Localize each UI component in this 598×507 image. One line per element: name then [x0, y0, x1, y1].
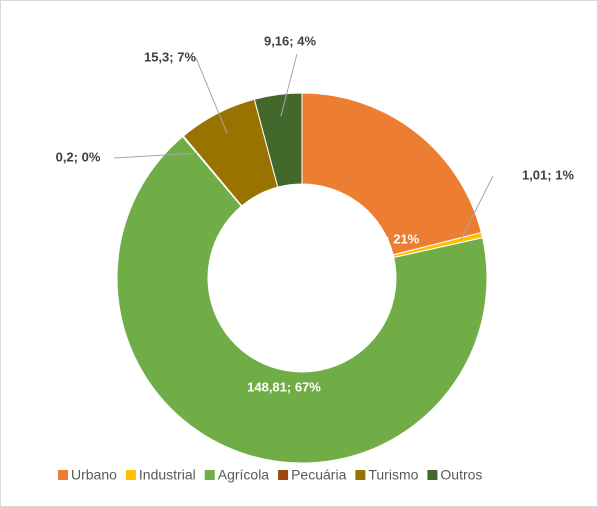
leader-line — [460, 175, 494, 241]
data-label: 46,52; 21% — [353, 231, 420, 246]
legend-swatch — [355, 470, 366, 480]
legend-swatch — [125, 470, 136, 480]
leader-line — [113, 152, 198, 159]
legend-label: Agrícola — [218, 467, 270, 483]
leader-line — [195, 57, 228, 134]
data-label: 15,3; 7% — [144, 49, 196, 64]
data-label: 1,01; 1% — [522, 167, 574, 182]
donut-slice — [301, 92, 482, 256]
donut-slice — [253, 92, 303, 188]
data-label: 9,16; 4% — [264, 33, 316, 48]
data-label: 0,2; 0% — [56, 149, 101, 164]
legend-label: Turismo — [368, 467, 418, 483]
legend-swatch — [278, 470, 289, 480]
legend-label: Outros — [440, 467, 482, 483]
legend-swatch — [58, 470, 68, 480]
data-label: 148,81; 67% — [247, 379, 321, 394]
legend-label: Urbano — [71, 467, 117, 483]
legend-label: Industrial — [139, 467, 196, 483]
legend-swatch — [204, 470, 215, 480]
legend-swatch — [427, 470, 438, 480]
leader-line — [280, 53, 298, 117]
legend-label: Pecuária — [291, 467, 346, 483]
donut-slice — [116, 135, 488, 464]
